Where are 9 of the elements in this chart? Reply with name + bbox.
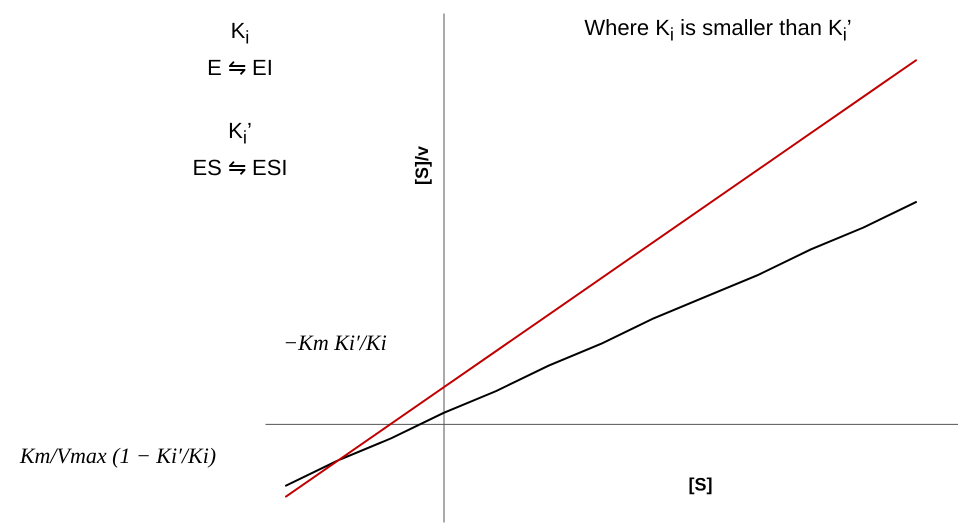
y-axis-title: [S]/v [412,146,432,186]
text: K$_{i}$’ [228,118,252,148]
text: K$_{i}$ [230,18,250,48]
x-axis-title: [S] [688,474,712,494]
annotation: ES ⇋ ESI [192,155,288,181]
chart-title: Where K$_{i}$ is smaller than K$_{i}$’ [584,15,852,46]
text: Km/Vmax (1 − Ki′/Ki) [20,443,216,469]
annotation: E ⇋ EI [207,55,273,81]
annotation: −Km Ki′/Ki [283,330,387,356]
